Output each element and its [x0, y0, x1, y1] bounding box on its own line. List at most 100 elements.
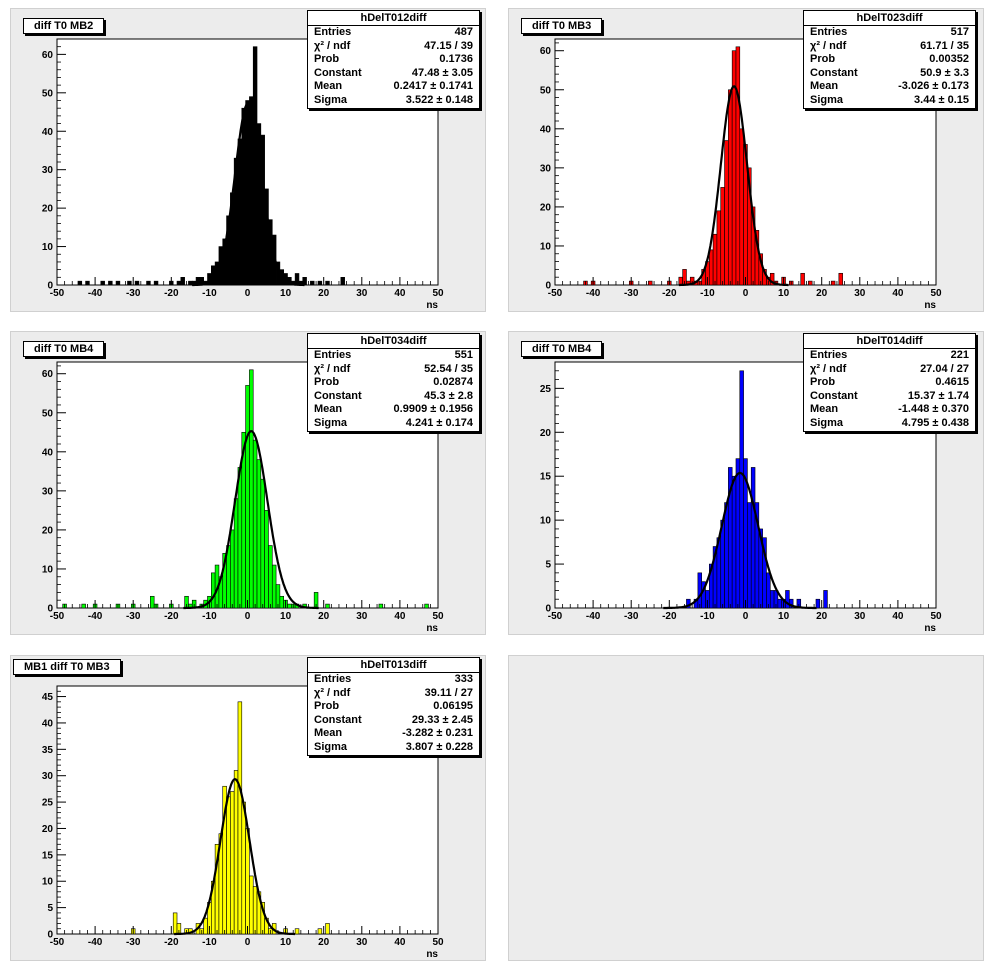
stats-row-sigma: Sigma 4.795 ± 0.438 [804, 417, 975, 431]
stats-value: 50.9 ± 3.3 [920, 66, 969, 79]
stats-key: Mean [810, 80, 839, 93]
x-tick-label: 20 [816, 611, 828, 622]
y-tick-label: 20 [42, 204, 54, 215]
stats-key: Constant [314, 389, 362, 402]
stats-row-chi2: χ² / ndf 61.71 / 35 [804, 40, 975, 54]
stats-row-sigma: Sigma 3.522 ± 0.148 [308, 94, 479, 108]
stats-row-mean: Mean 0.9909 ± 0.1956 [308, 403, 479, 417]
histogram-bin [823, 590, 828, 609]
x-tick-label: 50 [432, 937, 444, 948]
stats-value: 3.807 ± 0.228 [405, 740, 473, 753]
x-tick-label: 40 [892, 611, 904, 622]
histogram-bin [271, 564, 277, 609]
y-tick-label: 60 [42, 369, 54, 380]
histogram-bin [378, 603, 384, 609]
x-axis-label: ns [924, 623, 936, 634]
histogram-bin [830, 280, 836, 286]
stats-value: 0.06195 [433, 700, 473, 713]
histogram-bin [211, 265, 216, 286]
histogram-bin [249, 96, 254, 286]
x-axis-label: ns [426, 949, 438, 960]
stats-row-entries: Entries 551 [308, 349, 479, 363]
stats-key: Prob [810, 53, 836, 66]
gaussian-fit-curve [678, 85, 789, 287]
stats-histogram-name: hDelT034diff [308, 334, 479, 349]
x-tick-label: -50 [50, 288, 65, 299]
x-tick-label: 10 [280, 611, 292, 622]
stats-row-entries: Entries 487 [308, 26, 479, 40]
x-tick-label: 10 [280, 937, 292, 948]
stats-row-mean: Mean -3.026 ± 0.173 [804, 80, 975, 94]
histogram-bin [188, 280, 193, 286]
stats-value: -1.448 ± 0.370 [898, 403, 969, 416]
histogram-bin [750, 467, 756, 609]
stats-row-mean: Mean -1.448 ± 0.370 [804, 403, 975, 417]
histogram-pad-mb3: -50 -40 -30 -20 -10 0 10 20 30 40 50 0 10 20 30 40 50 60 n… [508, 8, 984, 312]
x-tick-label: -30 [126, 937, 141, 948]
stats-value: 487 [454, 26, 473, 38]
empty-pad [508, 655, 984, 961]
histogram-bin [226, 796, 231, 935]
stats-box: hDelT034diff Entries 551 χ² / ndf 52.54 / … [307, 333, 480, 432]
y-tick-label: 50 [42, 88, 54, 99]
stats-value: 4.241 ± 0.174 [405, 416, 473, 429]
y-tick-label: 5 [47, 903, 53, 914]
histogram-bin [268, 545, 273, 609]
x-tick-label: 50 [930, 288, 942, 299]
y-tick-label: 40 [42, 127, 54, 138]
stats-value: 52.54 / 35 [424, 362, 473, 375]
histogram-bin [739, 128, 744, 286]
y-tick-label: 0 [545, 281, 551, 292]
histogram-bin [648, 280, 653, 286]
stats-row-prob: Prob 0.02874 [308, 376, 479, 390]
histogram-bin [769, 590, 775, 609]
histogram-bin [211, 572, 216, 609]
y-tick-label: 40 [42, 447, 54, 458]
histogram-bin [245, 100, 250, 286]
x-tick-label: -40 [586, 288, 601, 299]
histogram-bin [134, 280, 140, 286]
stats-key: Prob [810, 376, 836, 389]
x-tick-label: 10 [778, 288, 790, 299]
histogram-bin [279, 595, 284, 609]
y-tick-label: 15 [540, 472, 552, 483]
y-tick-label: 30 [42, 771, 54, 782]
stats-key: Mean [314, 403, 343, 416]
stats-row-prob: Prob 0.4615 [804, 376, 975, 390]
histogram-bin [249, 875, 254, 935]
histogram-bin [245, 828, 250, 935]
y-tick-label: 30 [42, 486, 54, 497]
histogram-pad-mb4-b: -50 -40 -30 -20 -10 0 10 20 30 40 50 0 5 10 15 20 25 ns d… [508, 331, 984, 635]
x-tick-label: 0 [245, 611, 251, 622]
histogram-bin [735, 46, 741, 286]
histogram-bin [739, 370, 744, 609]
stats-key: χ² / ndf [810, 39, 847, 52]
histogram-bin [249, 369, 254, 609]
histogram-pad-mb4-a: -50 -40 -30 -20 -10 0 10 20 30 40 50 0 10 20 30 40 50 60 n… [10, 331, 486, 635]
histogram-bin [747, 502, 752, 609]
stats-box: hDelT023diff Entries 517 χ² / ndf 61.71 / … [803, 10, 976, 109]
histogram-bin [815, 598, 821, 609]
stats-key: Entries [314, 349, 352, 361]
stats-key: Entries [810, 26, 848, 38]
gaussian-fit-curve [183, 429, 319, 610]
stats-value: 333 [454, 673, 473, 685]
histogram-bin [735, 458, 741, 609]
histogram-bin [720, 519, 725, 609]
x-tick-label: 0 [743, 611, 749, 622]
pad-title: diff T0 MB2 [23, 18, 105, 34]
stats-histogram-name: hDelT012diff [308, 11, 479, 26]
y-tick-label: 15 [42, 850, 54, 861]
histogram-plot-mb4-b: -50 -40 -30 -20 -10 0 10 20 30 40 50 0 5 10 15 20 25 ns [540, 361, 942, 634]
y-tick-label: 35 [42, 745, 54, 756]
stats-row-sigma: Sigma 3.807 ± 0.228 [308, 741, 479, 755]
histogram-bin [230, 791, 235, 935]
histogram-bin [81, 603, 86, 609]
pad-title: diff T0 MB4 [521, 341, 603, 357]
x-tick-label: 30 [356, 611, 368, 622]
stats-value: 27.04 / 27 [920, 362, 969, 375]
histogram-bin [237, 138, 243, 286]
stats-value: 15.37 ± 1.74 [907, 389, 969, 402]
stats-value: 551 [454, 349, 473, 361]
y-tick-label: 0 [47, 281, 53, 292]
